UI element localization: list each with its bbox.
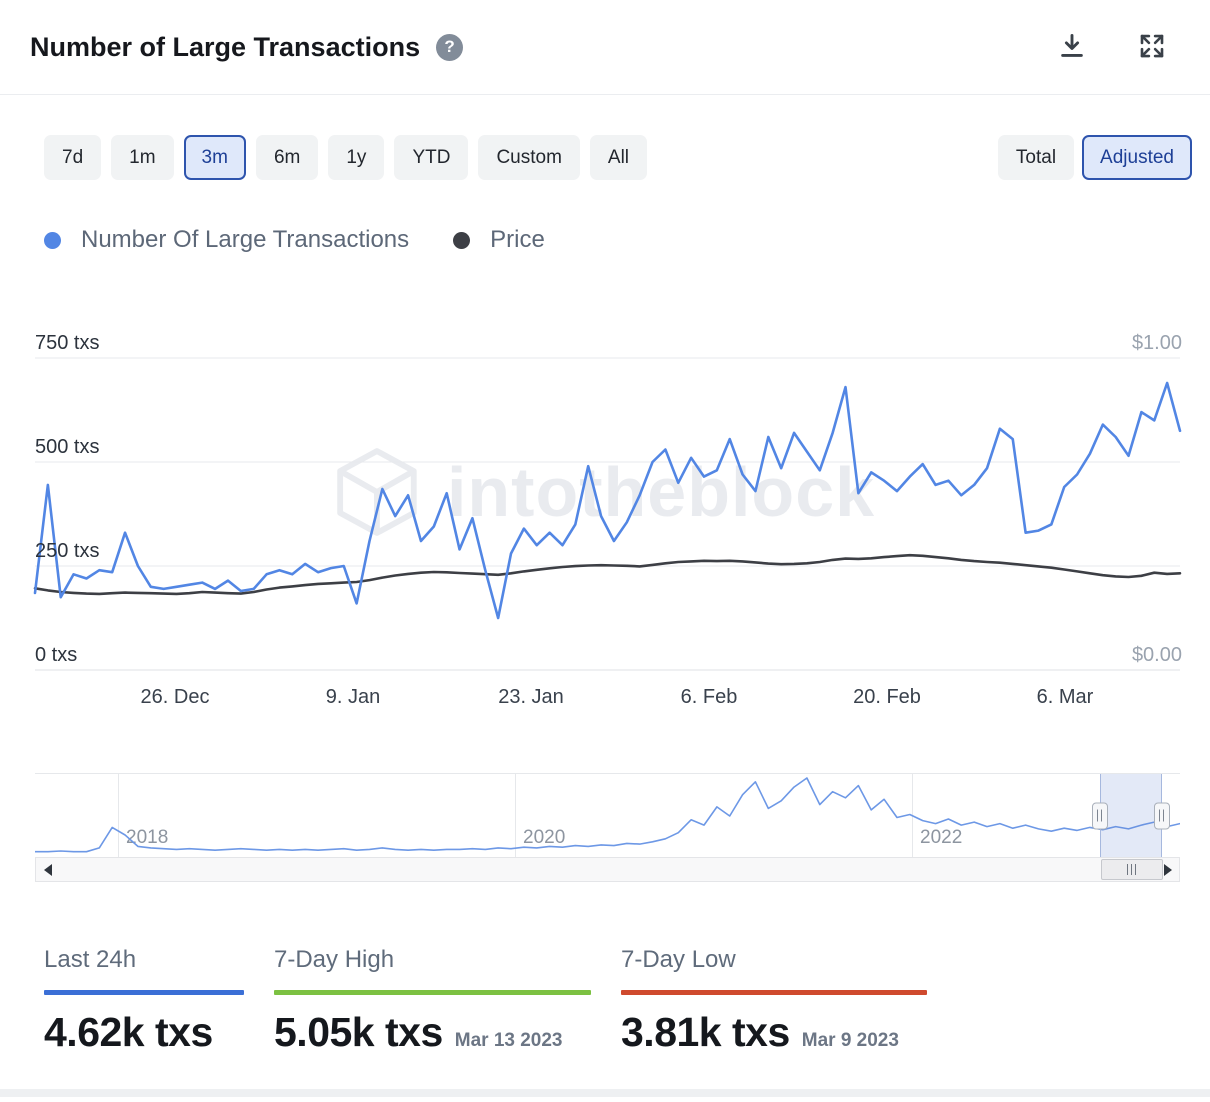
stat-7day-low: 7-Day Low 3.81k txs Mar 9 2023 bbox=[621, 946, 927, 1056]
navigator-gridline bbox=[118, 774, 119, 857]
chart-scrollbar[interactable] bbox=[35, 857, 1180, 882]
navigator-gridline bbox=[515, 774, 516, 857]
range-button-ytd[interactable]: YTD bbox=[394, 135, 469, 180]
navigator-right-handle[interactable] bbox=[1153, 802, 1170, 829]
stat-accent-rule bbox=[274, 990, 591, 995]
navigator-year-label: 2018 bbox=[126, 827, 169, 848]
help-icon[interactable]: ? bbox=[436, 33, 464, 61]
range-button-custom[interactable]: Custom bbox=[478, 135, 580, 180]
stat-date: Mar 9 2023 bbox=[801, 1030, 899, 1051]
mode-button-adjusted[interactable]: Adjusted bbox=[1082, 135, 1192, 180]
range-button-1m[interactable]: 1m bbox=[111, 135, 174, 180]
navigator-series-line bbox=[35, 777, 1180, 853]
legend-item-price[interactable]: Price bbox=[453, 226, 545, 254]
mode-toggle-group: Total Adjusted bbox=[997, 135, 1192, 180]
legend-label-price: Price bbox=[490, 226, 545, 253]
series-lines bbox=[33, 381, 1182, 620]
y-axis-label-750: 750 txs bbox=[35, 332, 100, 354]
main-chart[interactable]: intotheblock 750 txs 500 txs 250 txs 0 t… bbox=[0, 328, 1210, 728]
watermark: intotheblock bbox=[335, 446, 875, 538]
range-button-1y[interactable]: 1y bbox=[328, 135, 385, 180]
scroll-right-button[interactable] bbox=[1156, 858, 1179, 881]
chart-header: Number of Large Transactions ? bbox=[0, 0, 1210, 95]
stat-label: Last 24h bbox=[44, 946, 137, 973]
header-actions bbox=[1056, 31, 1180, 63]
legend-item-transactions[interactable]: Number Of Large Transactions bbox=[44, 226, 409, 254]
toolbar: 7d 1m 3m 6m 1y YTD Custom All Total Adju… bbox=[44, 135, 1192, 180]
stat-last-24h: Last 24h 4.62k txs bbox=[44, 946, 244, 1056]
stat-accent-rule bbox=[621, 990, 927, 995]
stat-label: 7-Day High bbox=[274, 946, 395, 973]
mode-button-total[interactable]: Total bbox=[997, 135, 1075, 180]
y-axis-label-0: 0 txs bbox=[35, 644, 78, 666]
navigator-left-handle[interactable] bbox=[1091, 802, 1108, 829]
watermark-text: intotheblock bbox=[446, 453, 876, 531]
x-axis-label: 6. Feb bbox=[680, 686, 738, 708]
legend: Number Of Large Transactions Price bbox=[44, 226, 1166, 254]
download-button[interactable] bbox=[1056, 31, 1088, 63]
stat-7day-high: 7-Day High 5.05k txs Mar 13 2023 bbox=[274, 946, 591, 1056]
fullscreen-icon bbox=[1140, 34, 1164, 58]
range-button-7d[interactable]: 7d bbox=[44, 135, 102, 180]
x-axis-label: 26. Dec bbox=[140, 686, 210, 708]
fullscreen-button[interactable] bbox=[1136, 31, 1168, 63]
main-chart-canvas[interactable] bbox=[0, 328, 1210, 728]
page-title: Number of Large Transactions bbox=[30, 31, 421, 62]
y-axis-label-500: 500 txs bbox=[35, 436, 100, 458]
stat-value: 3.81k txs bbox=[621, 1009, 790, 1055]
navigator-year-label: 2020 bbox=[523, 827, 566, 848]
navigator-year-label: 2022 bbox=[920, 827, 963, 848]
scroll-left-button[interactable] bbox=[36, 858, 59, 881]
range-button-3m[interactable]: 3m bbox=[183, 135, 246, 180]
x-axis-label: 20. Feb bbox=[853, 686, 921, 708]
legend-label-transactions: Number Of Large Transactions bbox=[81, 226, 410, 253]
scroll-right-arrow-icon bbox=[1163, 863, 1172, 876]
stat-value: 5.05k txs bbox=[274, 1009, 443, 1055]
stats-panel: Last 24h 4.62k txs 7-Day High 5.05k txs … bbox=[44, 946, 1210, 1056]
download-icon bbox=[1061, 33, 1083, 57]
stat-accent-rule bbox=[44, 990, 244, 995]
navigator-selection[interactable] bbox=[1099, 774, 1162, 857]
scrollbar-thumb[interactable] bbox=[1100, 859, 1163, 880]
price-series-dot-icon bbox=[453, 231, 471, 249]
stat-value: 4.62k txs bbox=[44, 1009, 213, 1055]
x-axis-label: 9. Jan bbox=[325, 686, 381, 708]
range-button-all[interactable]: All bbox=[589, 135, 648, 180]
price-axis-label-min: $0.00 bbox=[1131, 644, 1182, 666]
section-divider bbox=[0, 1089, 1210, 1097]
x-axis-label: 23. Jan bbox=[498, 686, 564, 708]
chart-navigator[interactable]: 2018 2020 2022 bbox=[35, 773, 1180, 857]
stat-date: Mar 13 2023 bbox=[454, 1030, 563, 1051]
range-button-6m[interactable]: 6m bbox=[255, 135, 319, 180]
y-axis-label-250: 250 txs bbox=[35, 540, 100, 562]
price-axis-label-max: $1.00 bbox=[1131, 332, 1182, 354]
scroll-left-arrow-icon bbox=[43, 863, 52, 876]
x-axis-label: 6. Mar bbox=[1036, 686, 1094, 708]
navigator-canvas[interactable] bbox=[35, 774, 1180, 858]
stat-label: 7-Day Low bbox=[621, 946, 736, 973]
transactions-series-dot-icon bbox=[44, 231, 61, 249]
